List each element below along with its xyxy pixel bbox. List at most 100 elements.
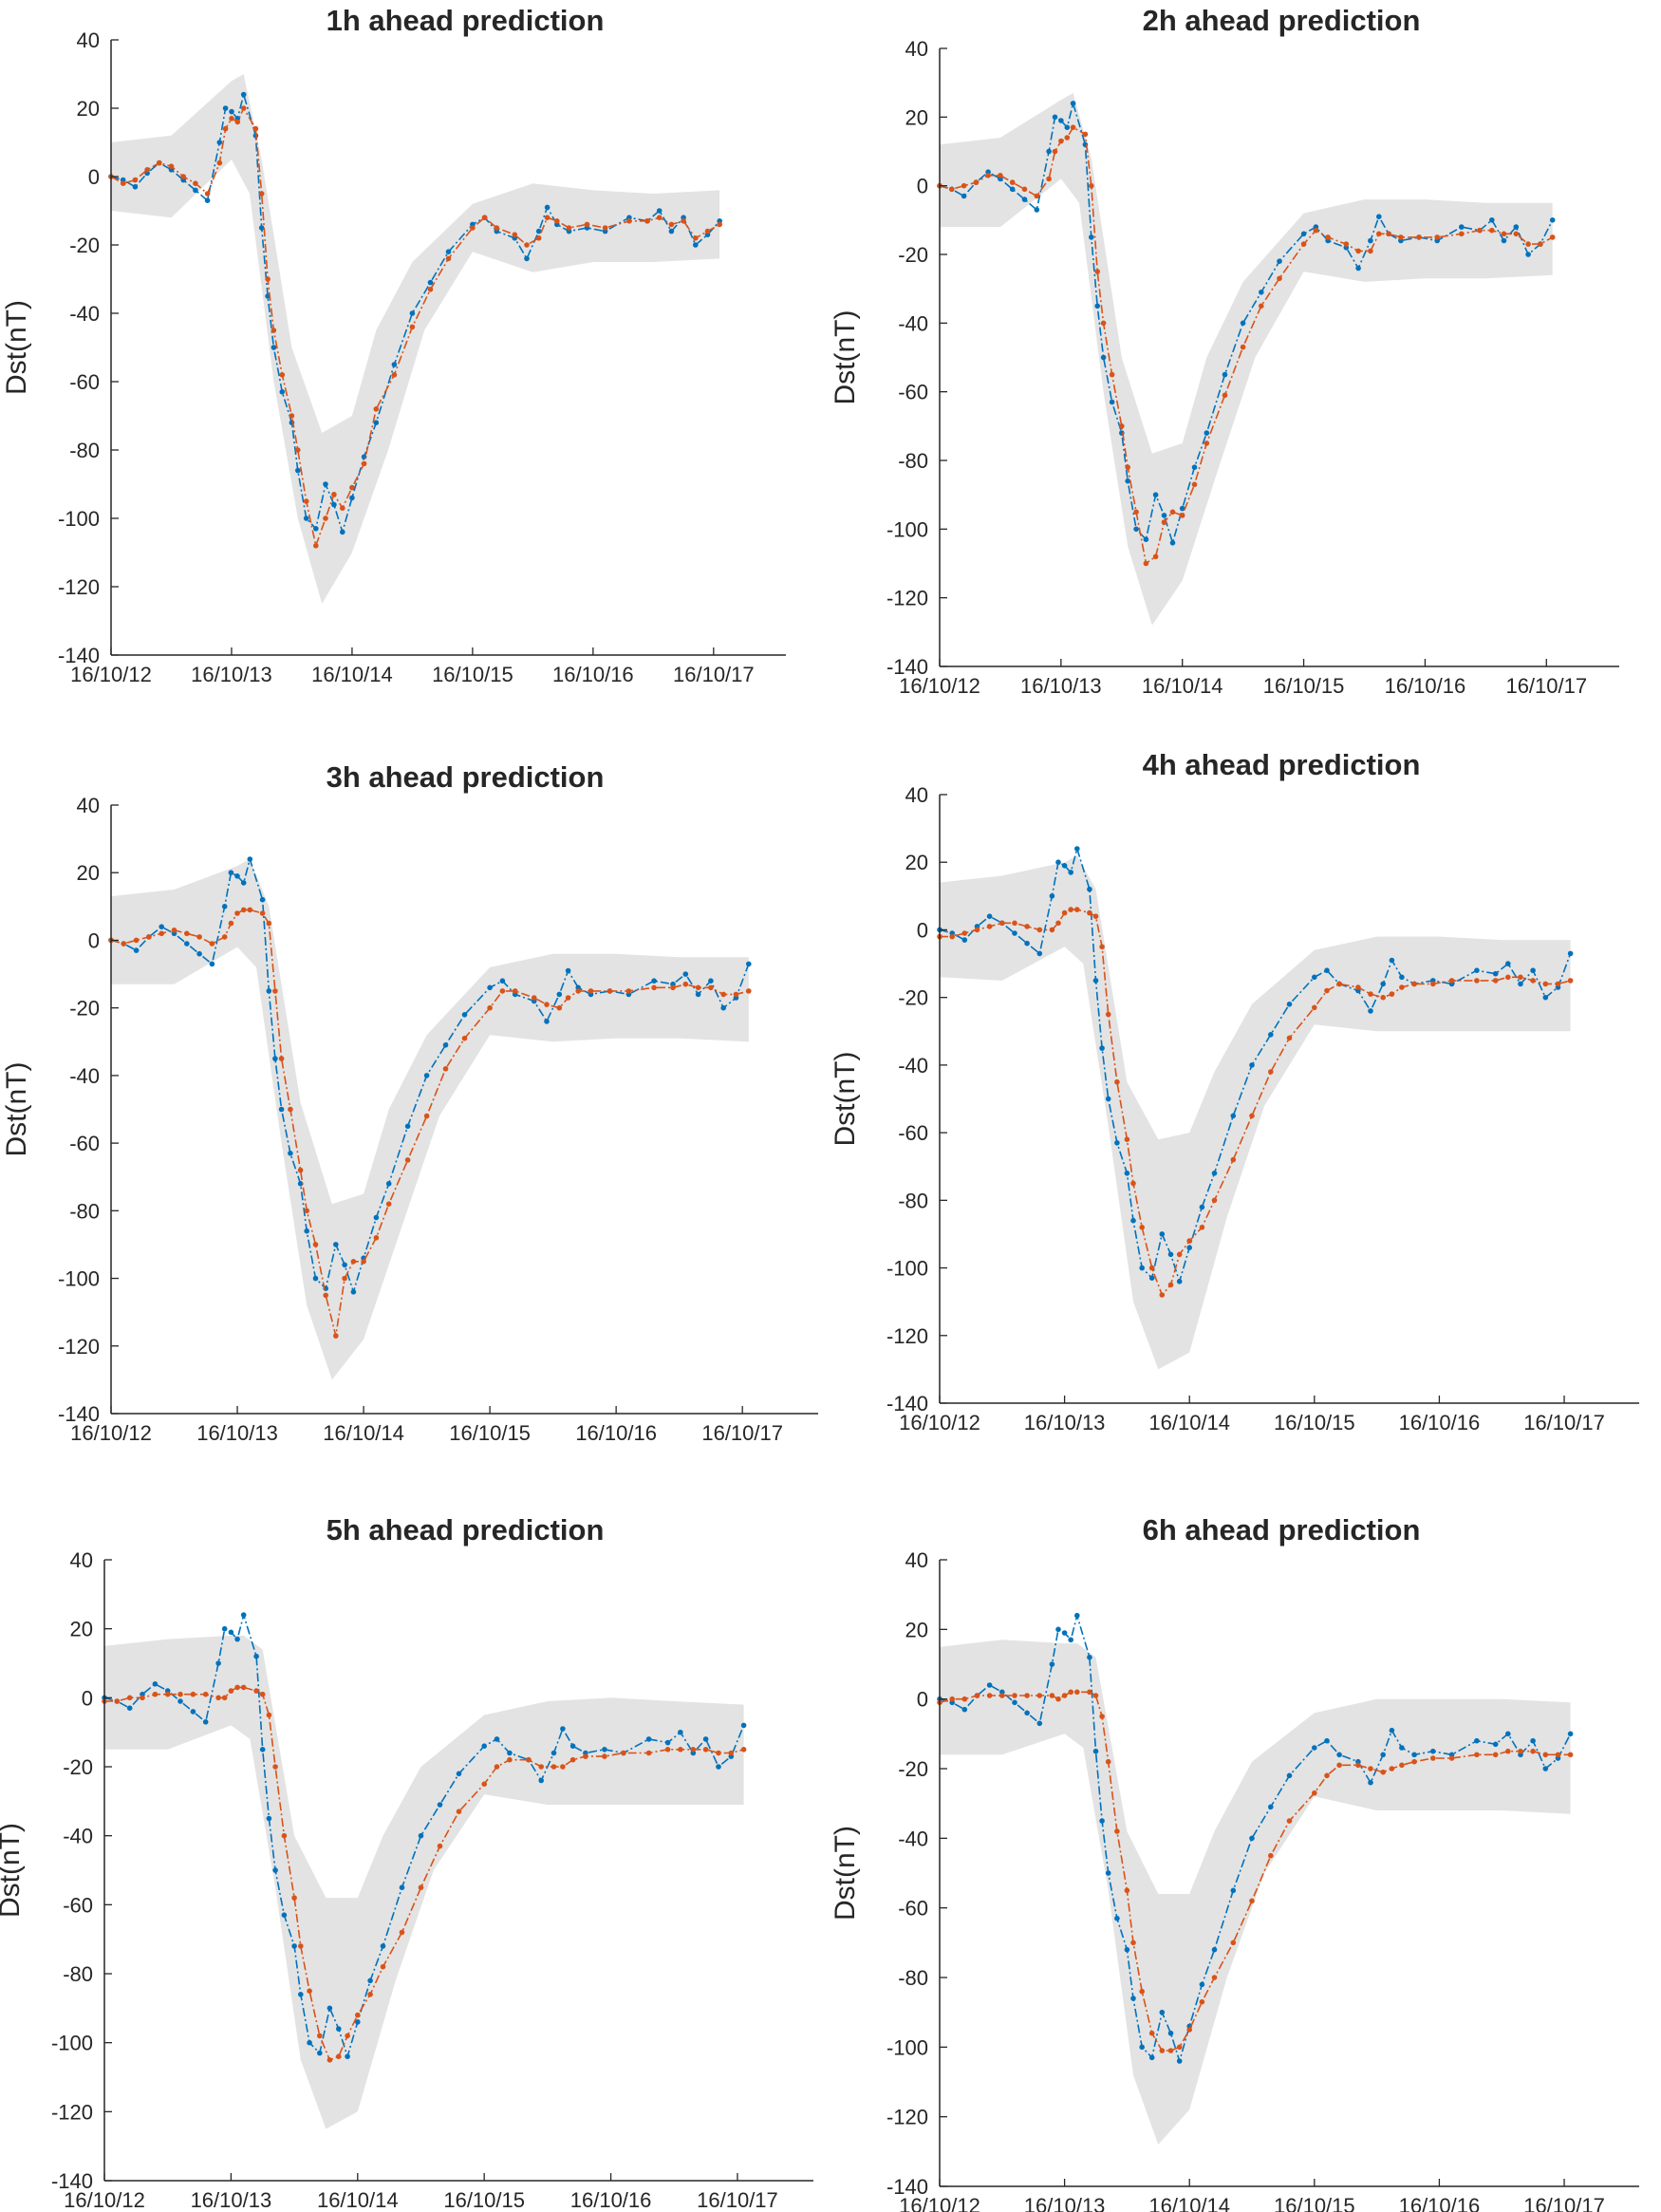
predicted-point: [1249, 1113, 1255, 1119]
y-tick-label: 0: [917, 918, 928, 942]
y-tick-label: -140: [886, 1392, 928, 1415]
predicted-point: [470, 225, 476, 231]
observed-point: [456, 1771, 462, 1777]
predicted-point: [1489, 227, 1495, 234]
predicted-point: [512, 988, 518, 994]
predicted-point: [1074, 1689, 1080, 1696]
observed-point: [1501, 237, 1507, 244]
observed-point: [1055, 859, 1061, 865]
predicted-point: [1386, 231, 1391, 237]
y-tick-label: -100: [886, 2035, 928, 2059]
observed-point: [423, 1073, 430, 1078]
y-axis-label: Dst(nT): [1, 300, 32, 395]
predicted-point: [656, 215, 663, 220]
predicted-point: [1012, 1693, 1017, 1698]
predicted-point: [554, 218, 560, 224]
predicted-point: [1324, 987, 1330, 994]
x-tick-label: 16/10/14: [317, 2188, 399, 2212]
predicted-point: [1167, 2048, 1174, 2053]
observed-point: [1492, 1741, 1499, 1748]
predicted-point: [1139, 1988, 1145, 1995]
observed-point: [1380, 981, 1386, 987]
observed-point: [1055, 1626, 1061, 1633]
predicted-point: [126, 1695, 133, 1701]
observed-point: [1100, 354, 1107, 361]
y-tick-label: -120: [886, 587, 928, 610]
observed-point: [215, 1660, 221, 1666]
predicted-point: [1191, 481, 1198, 488]
predicted-point: [120, 180, 126, 186]
y-tick-label: -60: [898, 381, 928, 404]
predicted-point: [961, 1696, 968, 1702]
chart-title: 3h ahead prediction: [327, 760, 605, 794]
predicted-line: [110, 106, 720, 549]
predicted-point: [1355, 248, 1361, 254]
predicted-point: [961, 182, 967, 189]
predicted-point: [427, 287, 434, 292]
predicted-point: [1169, 509, 1176, 516]
observed-point: [538, 1777, 544, 1784]
observed-point: [240, 91, 247, 98]
predicted-point: [544, 215, 551, 220]
predicted-point: [538, 1764, 544, 1770]
y-axis-label: Dst(nT): [0, 1823, 26, 1918]
predicted-point: [247, 907, 253, 913]
observed-point: [221, 904, 228, 909]
observed-point: [350, 1289, 357, 1295]
uncertainty-band: [940, 855, 1571, 1370]
predicted-point: [323, 516, 328, 521]
observed-point: [1186, 1245, 1192, 1250]
predicted-point: [1518, 1748, 1523, 1754]
observed-point: [1074, 1612, 1080, 1619]
predicted-point: [1492, 978, 1499, 984]
predicted-point: [535, 235, 542, 241]
predicted-point: [1176, 1251, 1183, 1258]
predicted-point: [373, 1235, 380, 1241]
predicted-point: [1399, 984, 1405, 990]
observed-point: [1176, 2058, 1183, 2064]
observed-point: [259, 896, 266, 903]
predicted-point: [259, 910, 266, 916]
observed-point: [1036, 1720, 1043, 1727]
predicted-point: [1199, 1998, 1205, 2005]
predicted-point: [1230, 1940, 1237, 1946]
predicted-point: [342, 1275, 347, 1282]
predicted-point: [298, 1943, 304, 1949]
predicted-point: [1324, 1772, 1330, 1779]
observed-point: [1068, 1637, 1073, 1643]
x-tick-label: 16/10/12: [899, 1411, 980, 1434]
observed-point: [1199, 1981, 1205, 1988]
y-tick-label: 20: [905, 1618, 928, 1641]
y-tick-label: -80: [63, 1962, 93, 1986]
predicted-point: [1505, 974, 1511, 981]
y-tick-label: -20: [898, 986, 928, 1010]
observed-point: [177, 1698, 183, 1704]
predicted-point: [171, 928, 177, 933]
observed-point: [367, 1978, 373, 1984]
predicted-point: [551, 1764, 557, 1770]
predicted-point: [1230, 1156, 1237, 1163]
observed-point: [1199, 1204, 1205, 1210]
predicted-point: [159, 930, 164, 937]
observed-point: [1399, 974, 1405, 981]
predicted-point: [1159, 2048, 1166, 2053]
x-tick-label: 16/10/13: [1020, 674, 1102, 698]
predicted-point: [345, 2033, 350, 2039]
observed-point: [385, 1181, 392, 1187]
predicted-point: [1130, 1180, 1136, 1187]
observed-point: [291, 1943, 297, 1949]
chart-title: 4h ahead prediction: [1143, 748, 1421, 781]
x-tick-label: 16/10/15: [1263, 674, 1345, 698]
predicted-point: [728, 1750, 735, 1756]
observed-point: [272, 1056, 278, 1061]
observed-point: [313, 526, 319, 532]
observed-point: [1300, 231, 1307, 237]
observed-point: [693, 242, 699, 248]
predicted-point: [1525, 241, 1531, 247]
predicted-point: [1542, 1752, 1549, 1758]
observed-point: [193, 187, 198, 194]
predicted-point: [1474, 978, 1480, 984]
predicted-point: [1355, 984, 1361, 990]
y-tick-label: -120: [886, 1324, 928, 1348]
x-tick-label: 16/10/17: [1523, 2194, 1605, 2212]
